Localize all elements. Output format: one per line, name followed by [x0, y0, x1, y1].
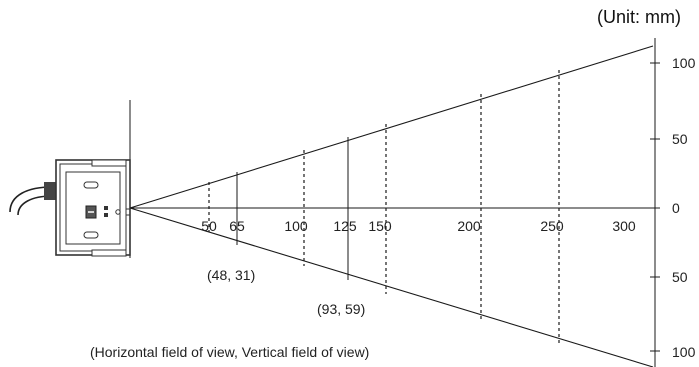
camera-sensor-icon	[55, 159, 131, 257]
distance-labels: 50 65 100 125 150 200 250 300	[201, 218, 636, 234]
side-tick-label-bottom-100: 100	[672, 344, 696, 360]
side-tick-label-0: 0	[672, 200, 680, 216]
distance-label-50: 50	[201, 218, 217, 234]
unit-label: (Unit: mm)	[597, 7, 681, 27]
distance-label-65: 65	[229, 218, 245, 234]
distance-label-300: 300	[612, 218, 636, 234]
side-tick-label-top-50: 50	[672, 131, 688, 147]
distance-label-200: 200	[457, 218, 481, 234]
side-tick-labels: 100 50 0 50 100	[672, 55, 696, 360]
distance-label-100: 100	[284, 218, 308, 234]
distance-markers	[208, 70, 560, 344]
side-axis	[650, 38, 660, 367]
fov-legend-text: (Horizontal field of view, Vertical fiel…	[90, 344, 369, 360]
side-tick-label-bottom-50: 50	[672, 269, 688, 285]
side-tick-label-top-100: 100	[672, 55, 696, 71]
distance-label-125: 125	[333, 218, 357, 234]
cable-icon	[9, 182, 56, 216]
distance-label-150: 150	[368, 218, 392, 234]
fov-lower-ray	[129, 207, 654, 367]
fov-upper-ray	[129, 45, 654, 209]
distance-label-250: 250	[540, 218, 564, 234]
fov-annotation-125: (93, 59)	[317, 301, 365, 317]
fov-annotation-65: (48, 31)	[207, 267, 255, 283]
